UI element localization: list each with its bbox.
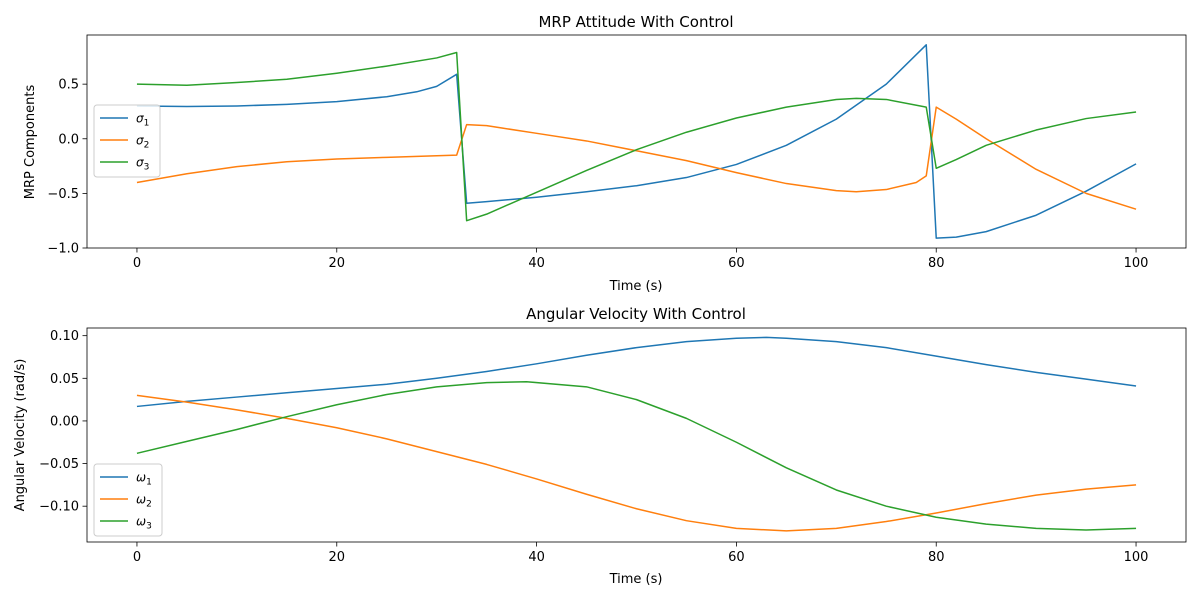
series-line-ω1 <box>136 336 1137 408</box>
x-tick-label: 20 <box>328 550 345 565</box>
legend-entry-σ1: σ1 <box>100 112 149 129</box>
x-tick-label: 60 <box>728 256 745 271</box>
y-tick-label: 0.0 <box>58 132 79 147</box>
legend-label-symbol: ω <box>136 471 146 485</box>
x-tick-label: 0 <box>133 550 141 565</box>
series-line-σ2 <box>136 106 1137 210</box>
series-line-σ1 <box>136 44 1137 239</box>
legend-box <box>93 104 161 178</box>
angular-velocity-plot: Angular Velocity With Control Time (s) A… <box>13 305 1187 587</box>
series-line-σ3 <box>136 51 1137 222</box>
legend-entry-ω3: ω3 <box>100 515 152 532</box>
y-tick-label: −1.0 <box>47 242 79 257</box>
chart-title: MRP Attitude With Control <box>538 13 733 31</box>
y-tick-label: −0.5 <box>47 187 79 202</box>
y-tick-label: −0.05 <box>39 457 79 472</box>
legend-label-symbol: σ <box>136 112 144 126</box>
x-tick-label: 20 <box>328 256 345 271</box>
x-axis-label: Time (s) <box>609 572 663 587</box>
x-tick-label: 80 <box>928 550 945 565</box>
axes-frame <box>86 327 1187 543</box>
legend-label-subscript: 2 <box>144 141 150 151</box>
legend-box <box>93 463 163 537</box>
legend-entry-σ3: σ3 <box>100 156 149 173</box>
legend-label: σ1 <box>136 112 149 129</box>
legend-label: ω1 <box>136 471 152 488</box>
legend-label-subscript: 1 <box>146 478 152 488</box>
mrp-attitude-plot: MRP Attitude With Control Time (s) MRP C… <box>23 13 1187 294</box>
y-axis-label: MRP Components <box>23 85 38 200</box>
x-axis-label: Time (s) <box>609 279 663 294</box>
legend-label-subscript: 1 <box>144 119 150 129</box>
y-tick-label: 0.10 <box>50 329 79 344</box>
chart-title: Angular Velocity With Control <box>526 305 746 323</box>
series-line-ω2 <box>136 394 1137 532</box>
legend-label-subscript: 3 <box>146 522 152 532</box>
legend-label-symbol: ω <box>136 493 146 507</box>
legend-entry-σ2: σ2 <box>100 134 149 151</box>
legend-label: σ3 <box>136 156 149 173</box>
y-tick-label: 0.00 <box>50 414 79 429</box>
legend-label: ω2 <box>136 493 152 510</box>
x-tick-label: 60 <box>728 550 745 565</box>
legend-label-subscript: 3 <box>144 163 150 173</box>
y-axis-label: Angular Velocity (rad/s) <box>13 359 28 512</box>
legend-label-symbol: ω <box>136 515 146 529</box>
legend-label: ω3 <box>136 515 152 532</box>
legend-label-subscript: 2 <box>146 500 152 510</box>
x-tick-label: 100 <box>1124 256 1149 271</box>
x-tick-label: 100 <box>1124 550 1149 565</box>
legend-label-symbol: σ <box>136 134 144 148</box>
x-tick-label: 80 <box>928 256 945 271</box>
x-tick-label: 0 <box>133 256 141 271</box>
y-tick-label: 0.5 <box>58 78 79 93</box>
legend-label-symbol: σ <box>136 156 144 170</box>
x-tick-label: 40 <box>528 550 545 565</box>
series-line-ω3 <box>136 380 1137 531</box>
legend-entry-ω2: ω2 <box>100 493 152 510</box>
legend-label: σ2 <box>136 134 149 151</box>
x-tick-label: 40 <box>528 256 545 271</box>
y-tick-label: 0.05 <box>50 372 79 387</box>
legend-entry-ω1: ω1 <box>100 471 152 488</box>
y-tick-label: −0.10 <box>39 500 79 515</box>
axes-frame <box>86 34 1187 249</box>
